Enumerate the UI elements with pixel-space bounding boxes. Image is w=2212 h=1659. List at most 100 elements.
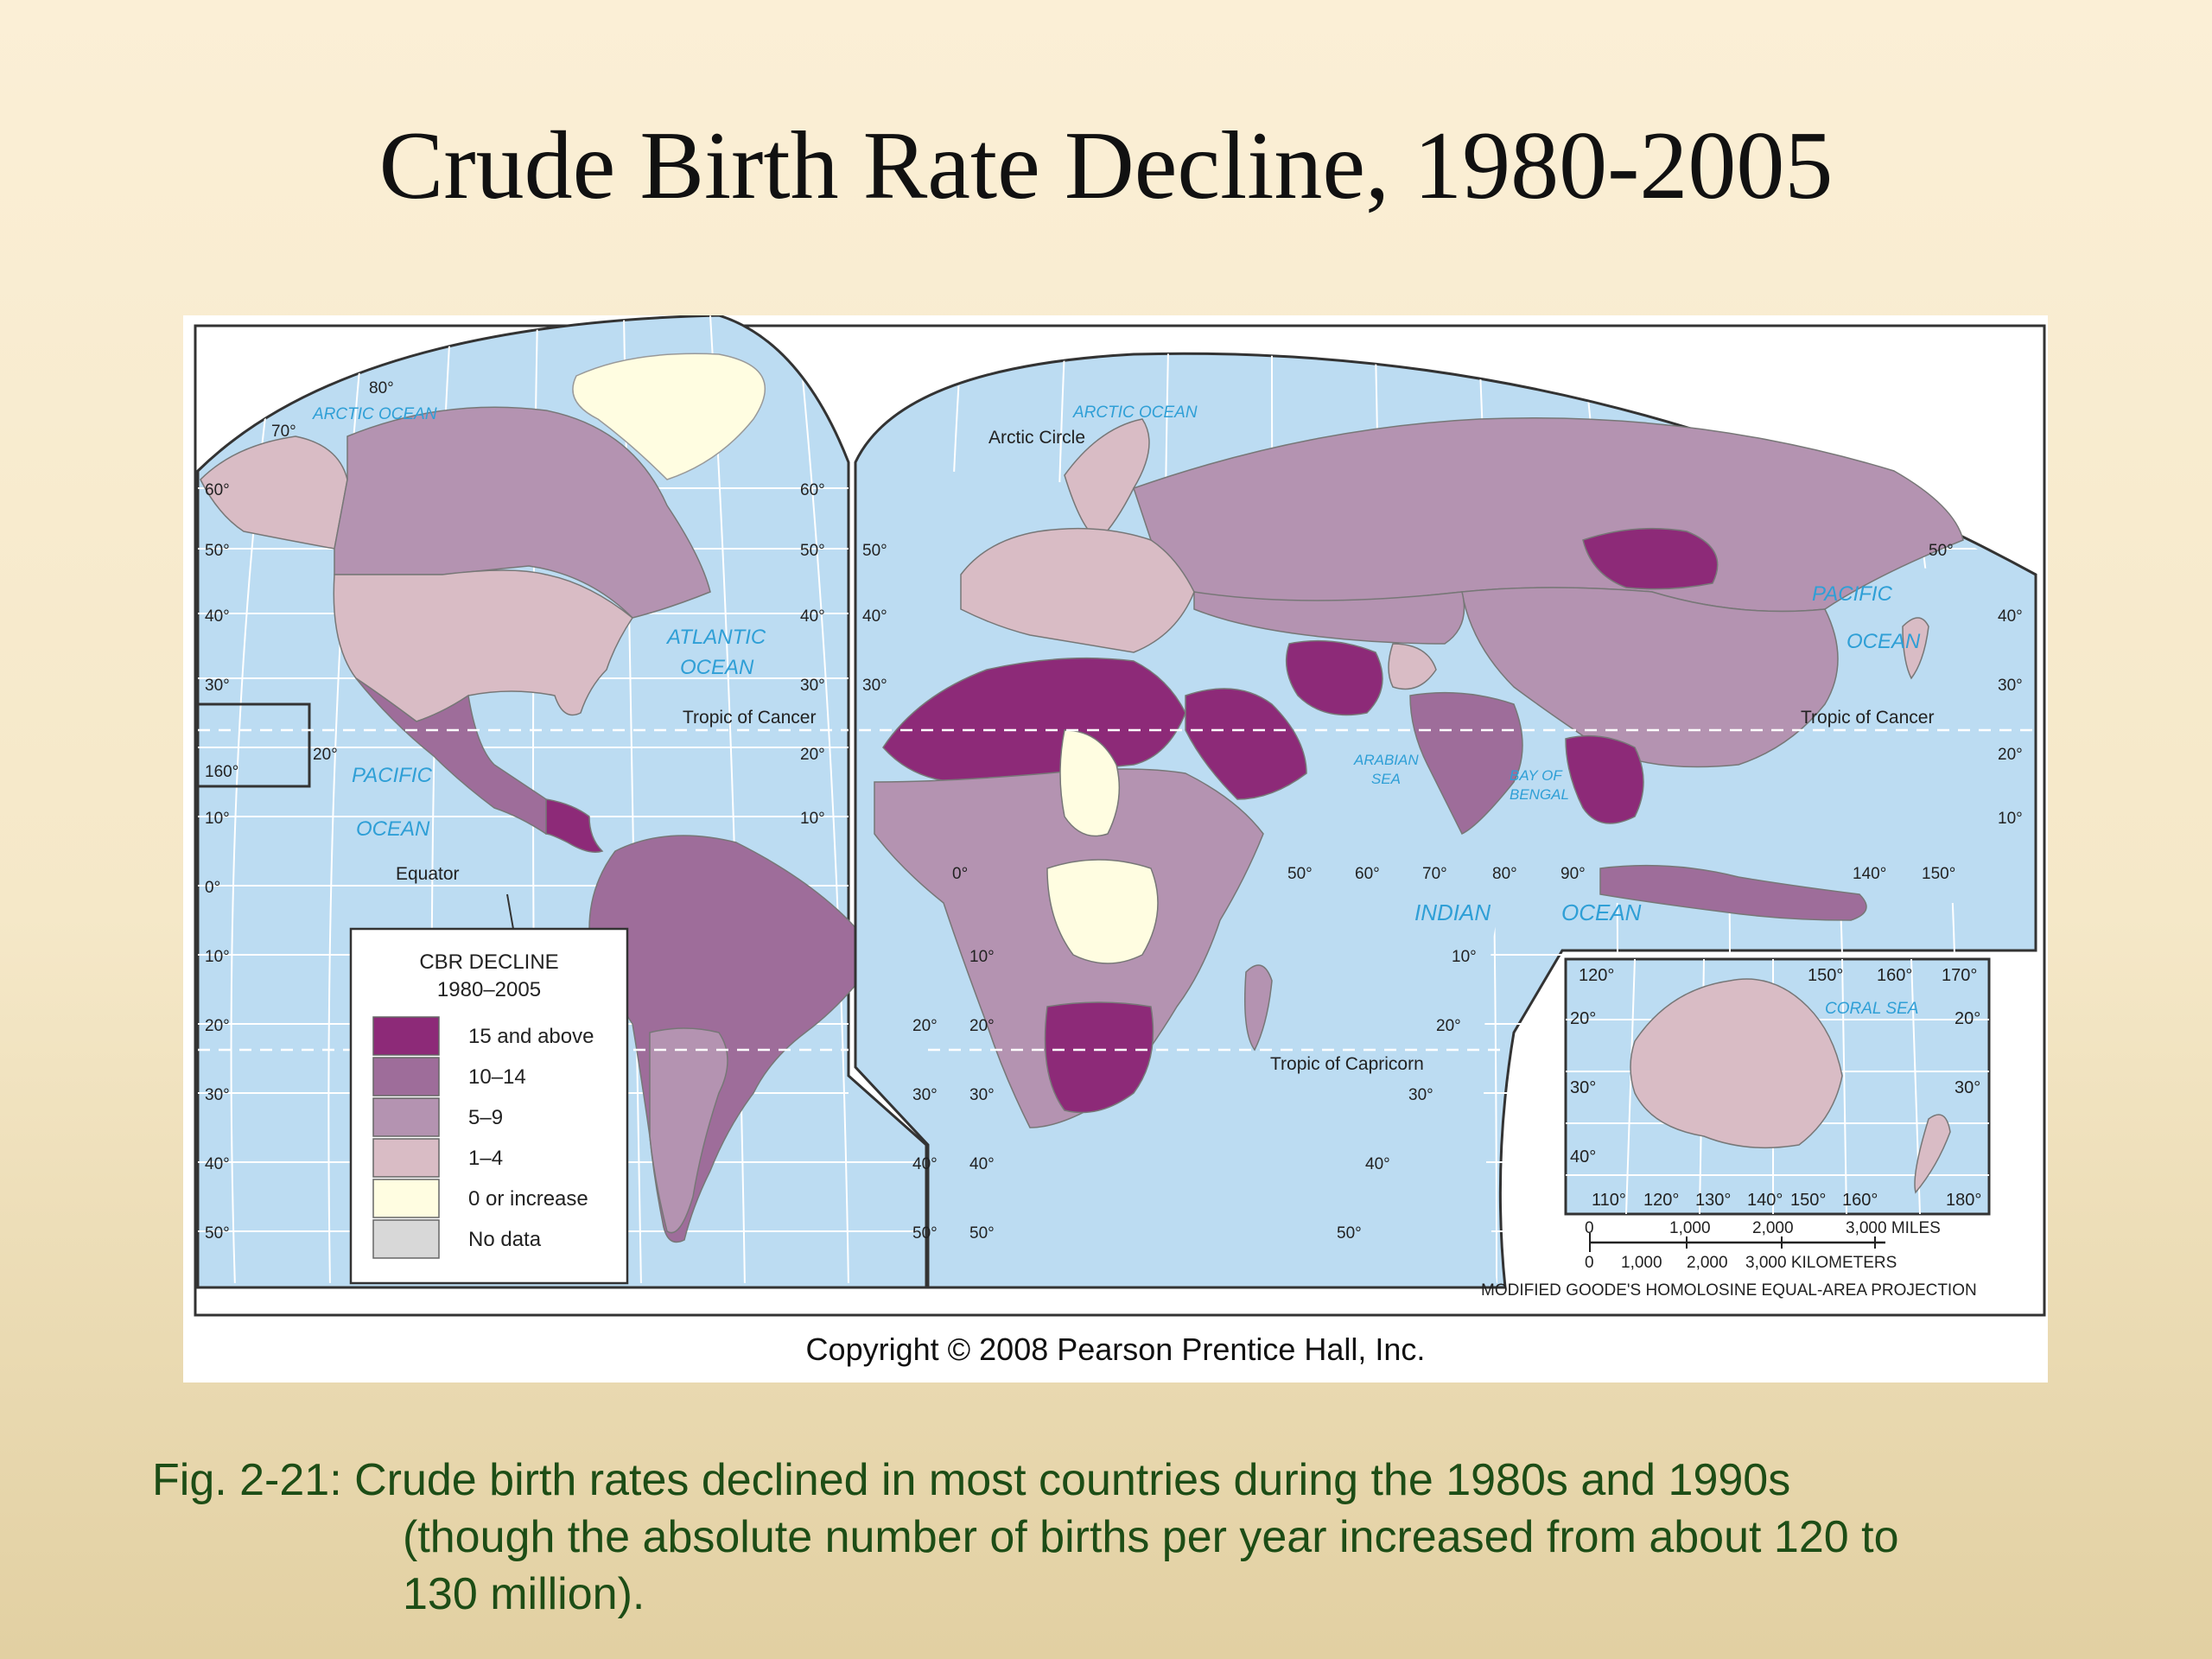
arctic-ocean-left: ARCTIC OCEAN	[312, 405, 437, 423]
legend-swatch	[372, 1097, 440, 1137]
central-america	[545, 798, 604, 853]
southern-africa	[1044, 1001, 1154, 1114]
projection-label: MODIFIED GOODE'S HOMOLOSINE EQUAL-AREA P…	[1481, 1281, 1977, 1300]
lat-label: 40°	[969, 1155, 995, 1173]
lat-label: 30°	[1998, 677, 2023, 695]
lon-label: 50°	[1287, 865, 1313, 883]
lat-label: 30°	[969, 1086, 995, 1104]
aus-top-label-2: 150°	[1808, 966, 1843, 985]
legend-swatch	[372, 1179, 440, 1218]
legend-label: 1–4	[468, 1147, 503, 1170]
reference-lines: Arctic Circle Tropic of Cancer Tropic of…	[198, 428, 2032, 1074]
indonesia	[1599, 864, 1867, 921]
arctic-circle-label: Arctic Circle	[988, 428, 1085, 448]
degree-labels: 80° 70° 60° 50° 40° 30° 20° 160° 10° 0° …	[205, 379, 2023, 1243]
atlantic-ocean-2: OCEAN	[680, 656, 754, 679]
lat-label: 10°	[969, 948, 995, 966]
legend-items: 15 and above 10–14 5–9 1–4 0 or increase No d…	[372, 1016, 594, 1259]
lat-label: 50°	[205, 542, 230, 560]
lat-label: 30°	[862, 677, 887, 695]
scale-km-2: 2,000	[1687, 1254, 1728, 1272]
aus-bottom-label-7: 180°	[1946, 1191, 1981, 1210]
lon-label: 140°	[1853, 865, 1886, 883]
legend-swatch	[372, 1219, 440, 1259]
copyright: Copyright © 2008 Pearson Prentice Hall, …	[805, 1332, 1426, 1367]
lat-label: 40°	[1998, 607, 2023, 626]
lat-label: 60°	[800, 481, 825, 499]
lobe-old-world	[854, 352, 2037, 1289]
lat-label: 10°	[205, 948, 230, 966]
australia	[1630, 978, 1843, 1149]
legend-title-1: CBR DECLINE	[419, 950, 558, 974]
scale-miles-3: 3,000 MILES	[1846, 1219, 1941, 1237]
arabia	[1185, 688, 1307, 800]
tropic-of-capricorn-label: Tropic of Capricorn	[1270, 1054, 1424, 1074]
afghanistan	[1388, 643, 1437, 690]
coral-sea-label: CORAL SEA	[1825, 1000, 1918, 1018]
aus-bottom-label-2: 120°	[1643, 1191, 1679, 1210]
aus-bottom-label-4: 140°	[1747, 1191, 1783, 1210]
lat-label: 30°	[205, 677, 230, 695]
legend-swatch	[372, 1016, 440, 1056]
legend-title-2: 1980–2005	[437, 978, 541, 1001]
lat-label: 10°	[205, 810, 230, 828]
scale-bar: 0 1,000 2,000 3,000 MILES 0 1,000 2,000 …	[1481, 1219, 1977, 1300]
central-asia	[1193, 591, 1465, 645]
caption-line-2: (though the absolute number of births pe…	[403, 1512, 1899, 1562]
bay-of-bengal-2: BENGAL	[1510, 786, 1569, 803]
world-map: 120° 150° 160° 170° 20° 30° 40° 20° 30° …	[194, 315, 2046, 1317]
lat-label: 40°	[912, 1155, 938, 1173]
aus-top-label-3: 160°	[1877, 966, 1912, 985]
lat-label: 20°	[912, 1017, 938, 1035]
pacific-right-1: PACIFIC	[1812, 582, 1893, 606]
scale-miles-2: 2,000	[1752, 1219, 1794, 1237]
lon-label: 160°	[205, 763, 238, 781]
map-figure: 120° 150° 160° 170° 20° 30° 40° 20° 30° …	[183, 315, 2048, 1382]
lat-label: 20°	[205, 1017, 230, 1035]
scale-km-1: 1,000	[1621, 1254, 1662, 1272]
figure-caption: Fig. 2-21: Crude birth rates declined in…	[152, 1452, 2139, 1623]
madagascar	[1244, 964, 1273, 1052]
scale-km-0: 0	[1585, 1254, 1594, 1272]
slide-title: Crude Birth Rate Decline, 1980-2005	[378, 112, 1834, 219]
pacific-left-1: PACIFIC	[352, 764, 433, 787]
lat-label: 30°	[800, 677, 825, 695]
aus-bottom-label-1: 110°	[1592, 1191, 1626, 1210]
lat-label: 10°	[1998, 810, 2023, 828]
aus-left-label-3: 40°	[1570, 1147, 1596, 1166]
lat-label: 30°	[912, 1086, 938, 1104]
new-zealand	[1914, 1114, 1951, 1194]
bay-of-bengal-1: BAY OF	[1510, 767, 1563, 784]
aus-bottom-label-5: 150°	[1790, 1191, 1826, 1210]
lat-label: 20°	[800, 746, 825, 764]
lat-label: 30°	[1408, 1086, 1433, 1104]
chad-region	[1059, 729, 1121, 837]
legend-label: 10–14	[468, 1065, 526, 1089]
japan	[1902, 617, 1929, 680]
lat-label: 50°	[205, 1224, 230, 1243]
lat-label: 80°	[369, 379, 394, 397]
lat-label: 10°	[1452, 948, 1477, 966]
lat-label: 50°	[969, 1224, 995, 1243]
lat-label: 40°	[1365, 1155, 1390, 1173]
lat-label: 40°	[205, 1155, 230, 1173]
legend-label: 15 and above	[468, 1025, 594, 1048]
legend-label: 5–9	[468, 1106, 503, 1129]
lon-label: 70°	[1422, 865, 1447, 883]
aus-right-label-1: 20°	[1955, 1009, 1980, 1028]
ocean-labels: ARCTIC OCEAN ARCTIC OCEAN ATLANTIC OCEAN…	[312, 404, 1921, 925]
lat-label: 50°	[912, 1224, 938, 1243]
lon-label: 20°	[313, 746, 338, 764]
aus-right-label-2: 30°	[1955, 1078, 1980, 1097]
equator-label: Equator	[396, 864, 460, 884]
lat-label: 50°	[800, 542, 825, 560]
lat-label: 50°	[862, 542, 887, 560]
lat-label: 60°	[205, 481, 230, 499]
lat-label: 50°	[1337, 1224, 1362, 1243]
legend-label: 0 or increase	[468, 1187, 588, 1211]
scale-km-3: 3,000 KILOMETERS	[1745, 1254, 1897, 1272]
tropic-of-cancer-right: Tropic of Cancer	[1801, 708, 1934, 728]
australia-inset: 120° 150° 160° 170° 20° 30° 40° 20° 30° …	[1564, 957, 1991, 1216]
lat-label: 20°	[1998, 746, 2023, 764]
aus-bottom-label-3: 130°	[1695, 1191, 1731, 1210]
